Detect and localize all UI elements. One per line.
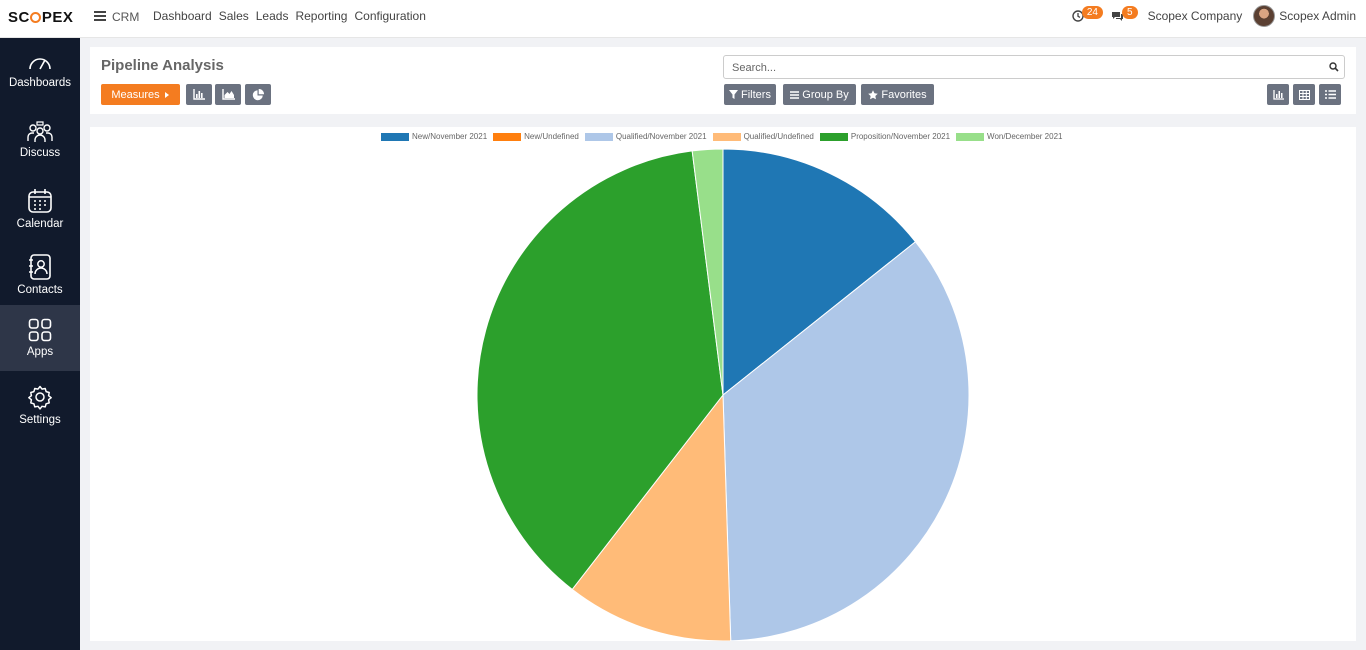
pie-slice[interactable]	[691, 148, 724, 396]
legend-swatch	[712, 132, 741, 141]
activities-button[interactable]: 24	[1072, 5, 1103, 22]
top-menu: Dashboard Sales Leads Reporting Configur…	[153, 9, 426, 23]
sidebar-item-discuss[interactable]: Discuss	[0, 107, 80, 173]
speedometer-icon	[29, 58, 51, 70]
favorites-button[interactable]: Favorites	[861, 84, 934, 105]
graph-view-button[interactable]	[1267, 84, 1289, 105]
pie-chart-icon	[252, 88, 264, 100]
area-chart-icon	[221, 89, 235, 100]
bar-chart-icon	[193, 89, 205, 100]
apps-grid-icon	[28, 318, 52, 342]
legend-swatch	[956, 132, 985, 141]
menu-configuration[interactable]: Configuration	[354, 9, 426, 23]
legend-item[interactable]: Proposition/November 2021	[819, 132, 951, 141]
pie-chart-view-button[interactable]	[245, 84, 271, 105]
systray: 24 5 Scopex Company Scopex Admin	[1072, 4, 1356, 28]
menu-dashboard[interactable]: Dashboard	[153, 9, 212, 23]
search-input[interactable]	[732, 60, 1322, 75]
menu-reporting[interactable]: Reporting	[295, 9, 348, 23]
team-discussion-icon	[27, 121, 53, 142]
pie-slice[interactable]	[722, 148, 917, 397]
legend-swatch	[819, 132, 848, 141]
calendar-icon	[28, 189, 52, 213]
legend-swatch	[584, 132, 613, 141]
activities-badge: 24	[1081, 5, 1103, 19]
legend-label: Qualified/November 2021	[615, 132, 707, 141]
sidebar: Dashboards Discuss Calendar Contacts App…	[0, 38, 80, 650]
sidebar-item-label: Dashboards	[8, 77, 71, 89]
caret-right-icon	[164, 91, 169, 98]
bar-chart-view-button[interactable]	[186, 84, 212, 105]
legend-item[interactable]: Qualified/November 2021	[584, 132, 707, 141]
company-switcher[interactable]: Scopex Company	[1147, 9, 1243, 23]
sidebar-item-contacts[interactable]: Contacts	[0, 242, 80, 308]
sidebar-item-label: Apps	[26, 346, 54, 358]
filter-icon	[729, 90, 739, 99]
sidebar-item-settings[interactable]: Settings	[0, 372, 80, 438]
star-icon	[868, 89, 879, 99]
list-view-button[interactable]	[1319, 84, 1341, 105]
sidebar-item-label: Calendar	[16, 218, 64, 230]
top-navbar: SC PEX CRM Dashboard Sales Leads Reportin…	[0, 0, 1366, 38]
group-by-button[interactable]: Group By	[783, 84, 856, 105]
hamburger-menu-icon[interactable]	[94, 11, 106, 21]
contact-book-icon	[29, 254, 51, 280]
table-icon	[1298, 89, 1310, 100]
group-by-label: Group By	[802, 88, 849, 101]
messages-button[interactable]: 5	[1111, 5, 1138, 22]
gear-icon	[28, 385, 52, 410]
legend-label: Proposition/November 2021	[850, 132, 951, 141]
search-box	[723, 55, 1345, 79]
legend-swatch	[381, 132, 409, 141]
legend-swatch	[493, 132, 522, 141]
legend-item[interactable]: New/Undefined	[493, 132, 579, 141]
avatar[interactable]	[1253, 5, 1276, 27]
legend-label: New/November 2021	[412, 132, 488, 141]
list-bars-icon	[790, 90, 800, 99]
pie-slice[interactable]	[722, 241, 970, 641]
legend-item[interactable]: Won/December 2021	[956, 132, 1062, 141]
sidebar-item-calendar[interactable]: Calendar	[0, 176, 80, 242]
bar-chart-icon	[1272, 89, 1284, 100]
chat-bubbles-icon	[1112, 11, 1123, 21]
sidebar-item-dashboards[interactable]: Dashboards	[0, 38, 80, 104]
messages-badge: 5	[1122, 5, 1138, 19]
sidebar-item-label: Contacts	[17, 284, 63, 296]
sidebar-item-label: Discuss	[19, 147, 61, 159]
list-icon	[1324, 90, 1336, 99]
legend-item[interactable]: New/November 2021	[381, 132, 487, 141]
pie-slice[interactable]	[476, 150, 724, 591]
legend-label: Qualified/Undefined	[743, 132, 814, 141]
legend-label: New/Undefined	[524, 132, 579, 141]
search-icon[interactable]	[1329, 62, 1339, 72]
sidebar-item-label: Settings	[19, 414, 61, 426]
page-title: Pipeline Analysis	[101, 57, 224, 74]
legend-item[interactable]: Qualified/Undefined	[712, 132, 814, 141]
pie-chart	[476, 148, 970, 641]
line-chart-view-button[interactable]	[215, 84, 241, 105]
chart-legend: New/November 2021 New/Undefined Qualified/…	[381, 132, 1068, 141]
measures-label: Measures	[111, 88, 160, 101]
user-menu[interactable]: Scopex Admin	[1279, 9, 1356, 23]
chart-container: New/November 2021 New/Undefined Qualified/…	[90, 127, 1356, 641]
menu-sales[interactable]: Sales	[218, 9, 249, 23]
control-panel: Pipeline Analysis Measures Filters Group…	[90, 47, 1356, 114]
app-module-label[interactable]: CRM	[112, 10, 140, 24]
pivot-view-button[interactable]	[1293, 84, 1315, 105]
filters-label: Filters	[741, 88, 771, 101]
brand-logo[interactable]: SC PEX	[8, 9, 74, 26]
sidebar-item-apps[interactable]: Apps	[0, 305, 80, 371]
measures-button[interactable]: Measures	[101, 84, 180, 105]
pie-slice[interactable]	[571, 393, 732, 641]
filters-button[interactable]: Filters	[724, 84, 776, 105]
legend-label: Won/December 2021	[987, 132, 1063, 141]
menu-leads[interactable]: Leads	[255, 9, 289, 23]
favorites-label: Favorites	[881, 88, 927, 101]
